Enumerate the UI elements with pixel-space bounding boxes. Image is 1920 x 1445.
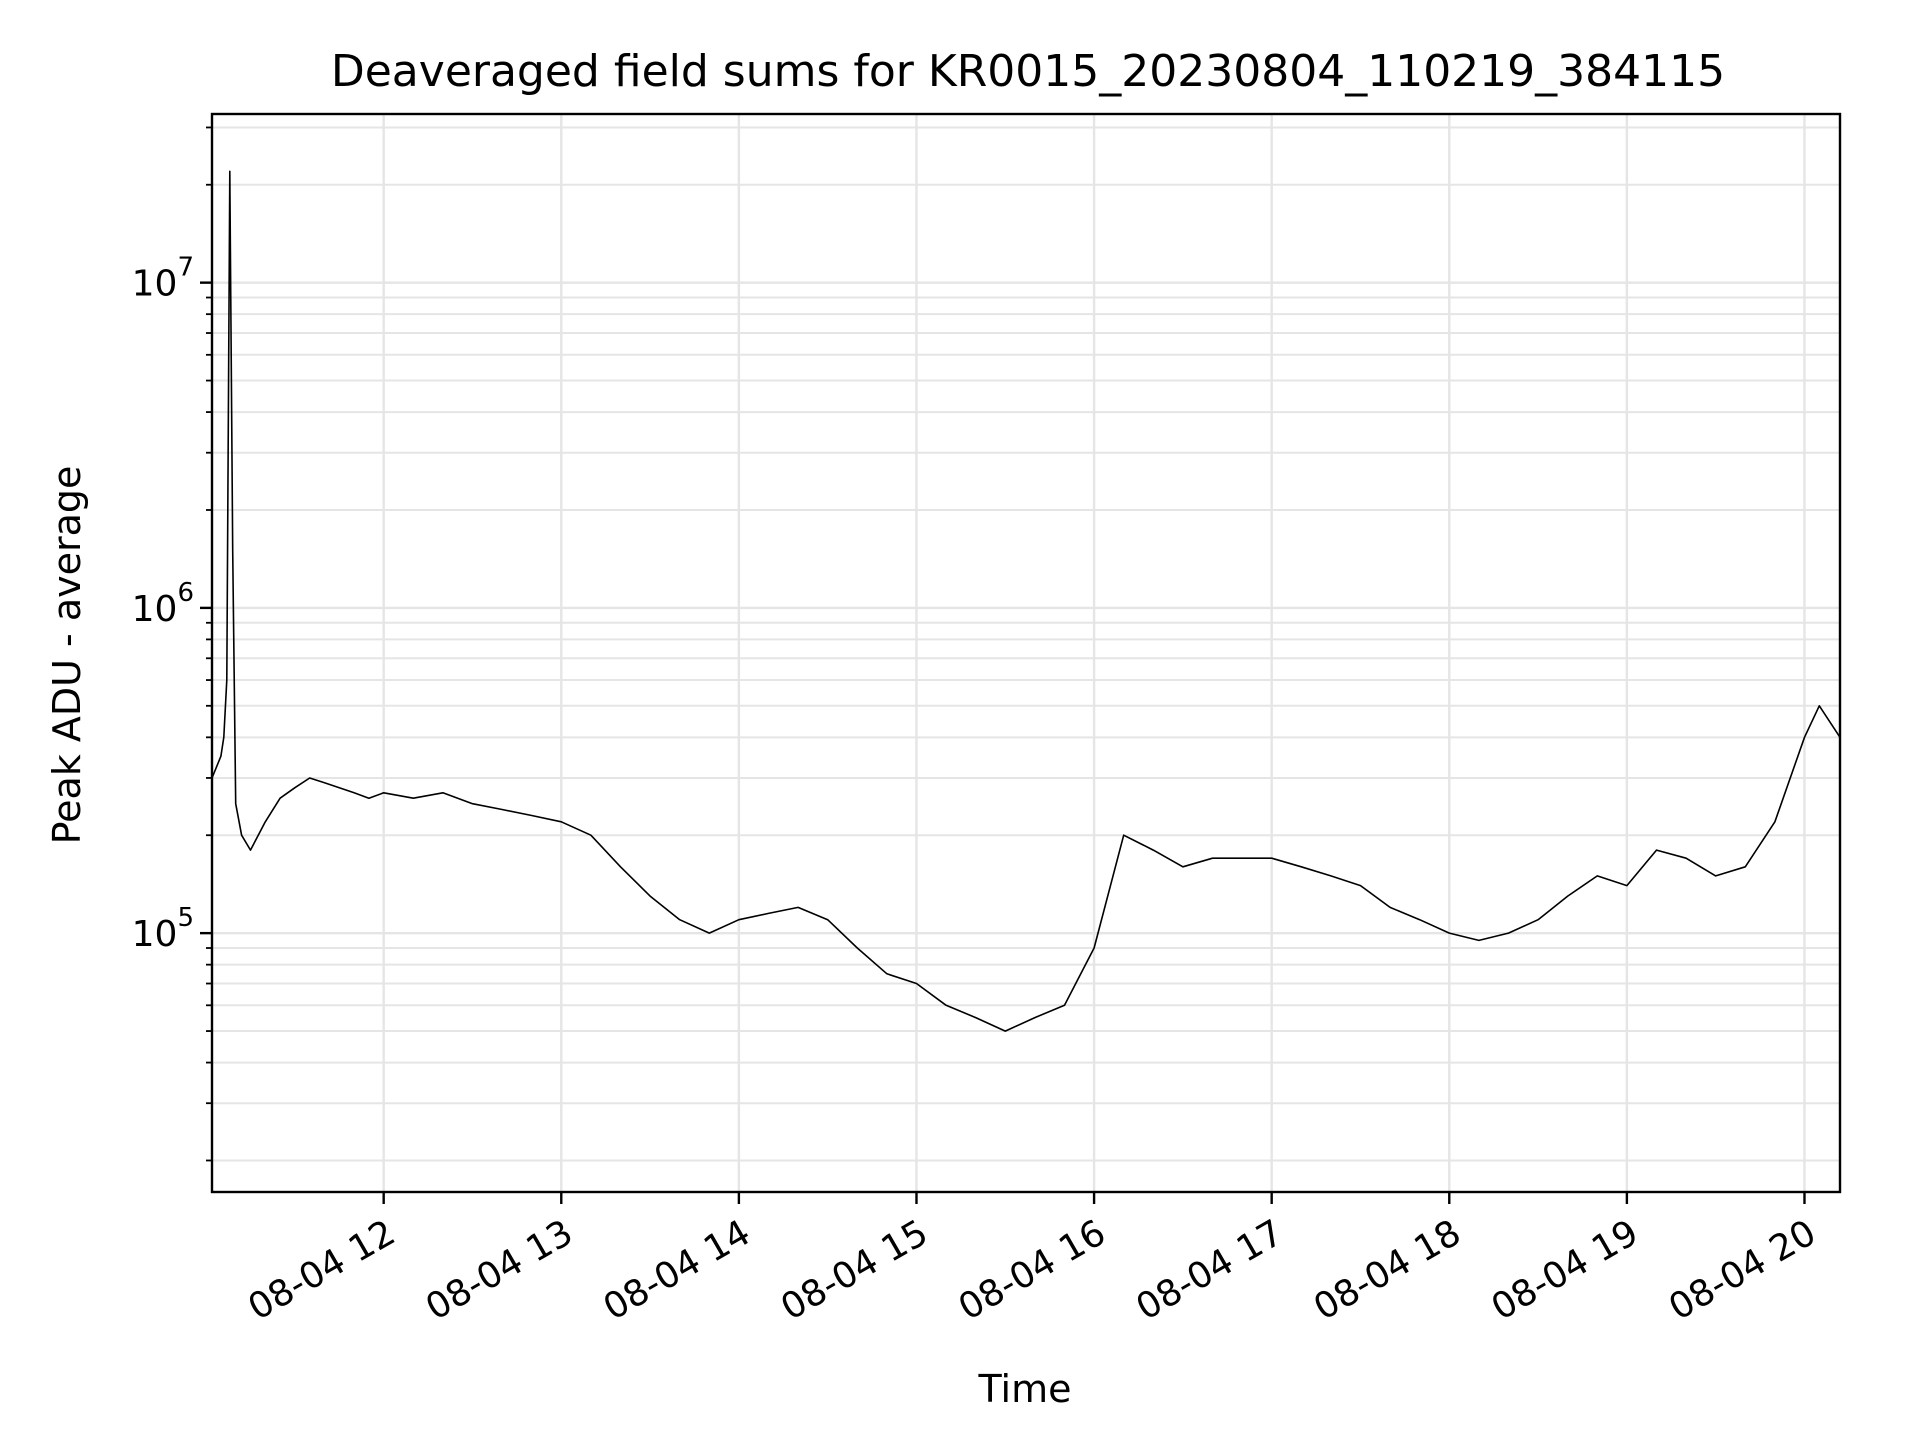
chart-title: Deaveraged field sums for KR0015_2023080… xyxy=(331,46,1725,97)
grid xyxy=(206,114,1840,1192)
y-axis-label: Peak ADU - average xyxy=(45,466,89,845)
plot-frame xyxy=(210,112,1842,1194)
y-tick-label: 107 xyxy=(132,253,194,305)
x-axis-label: Time xyxy=(978,1367,1072,1411)
y-tick-label: 106 xyxy=(132,578,194,630)
y-axis-ticks: 105 106 107 xyxy=(132,253,212,955)
series-layer xyxy=(211,170,1841,1032)
series-line xyxy=(211,170,1841,1032)
y-tick-label: 105 xyxy=(132,903,194,955)
